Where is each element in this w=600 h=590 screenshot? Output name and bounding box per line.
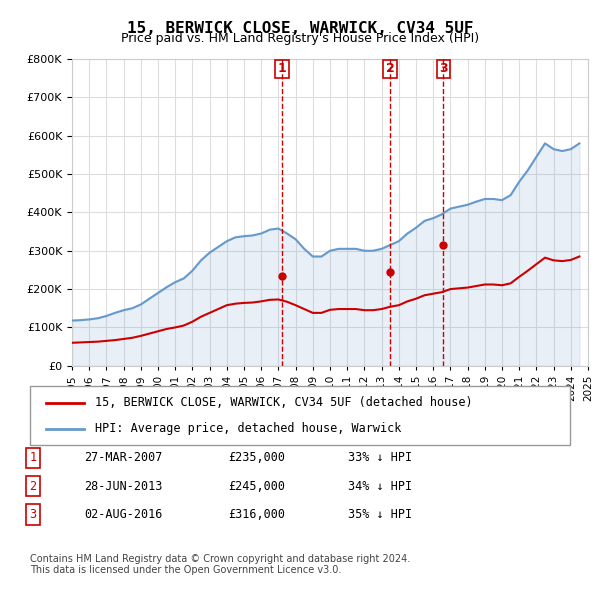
Text: 3: 3 bbox=[439, 62, 448, 75]
Text: 15, BERWICK CLOSE, WARWICK, CV34 5UF (detached house): 15, BERWICK CLOSE, WARWICK, CV34 5UF (de… bbox=[95, 396, 472, 409]
Text: 35% ↓ HPI: 35% ↓ HPI bbox=[348, 508, 412, 521]
Text: 2: 2 bbox=[29, 480, 37, 493]
Text: 3: 3 bbox=[29, 508, 37, 521]
Text: £316,000: £316,000 bbox=[228, 508, 285, 521]
Text: 1: 1 bbox=[278, 62, 286, 75]
Text: 33% ↓ HPI: 33% ↓ HPI bbox=[348, 451, 412, 464]
Text: 28-JUN-2013: 28-JUN-2013 bbox=[84, 480, 163, 493]
Text: 15, BERWICK CLOSE, WARWICK, CV34 5UF: 15, BERWICK CLOSE, WARWICK, CV34 5UF bbox=[127, 21, 473, 35]
Text: £235,000: £235,000 bbox=[228, 451, 285, 464]
Text: Contains HM Land Registry data © Crown copyright and database right 2024.
This d: Contains HM Land Registry data © Crown c… bbox=[30, 553, 410, 575]
Text: 2: 2 bbox=[386, 62, 394, 75]
Text: Price paid vs. HM Land Registry's House Price Index (HPI): Price paid vs. HM Land Registry's House … bbox=[121, 32, 479, 45]
Text: 02-AUG-2016: 02-AUG-2016 bbox=[84, 508, 163, 521]
Text: £245,000: £245,000 bbox=[228, 480, 285, 493]
Text: 34% ↓ HPI: 34% ↓ HPI bbox=[348, 480, 412, 493]
Text: HPI: Average price, detached house, Warwick: HPI: Average price, detached house, Warw… bbox=[95, 422, 401, 435]
Text: 1: 1 bbox=[29, 451, 37, 464]
FancyBboxPatch shape bbox=[30, 386, 570, 445]
Text: 27-MAR-2007: 27-MAR-2007 bbox=[84, 451, 163, 464]
